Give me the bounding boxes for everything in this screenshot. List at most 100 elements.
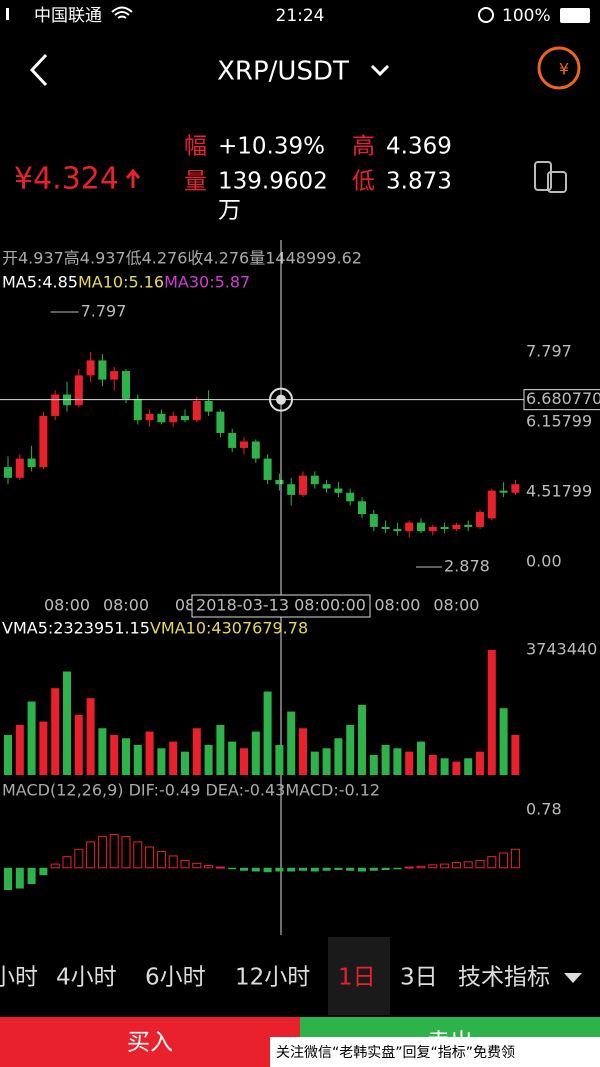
bar <box>204 744 213 775</box>
tab[interactable]: 12小时 <box>235 965 310 991</box>
bar <box>358 867 366 872</box>
bar <box>169 741 178 775</box>
signal-icon <box>6 8 9 20</box>
bar <box>215 866 225 869</box>
tab[interactable]: 小时 <box>0 965 38 991</box>
candle-body <box>74 375 83 406</box>
candle-body <box>181 415 189 421</box>
bar <box>109 833 119 869</box>
watermark-bg <box>270 1037 600 1067</box>
bar <box>287 711 296 775</box>
bar <box>121 836 131 869</box>
crosshair-time-box <box>191 594 371 618</box>
bar <box>15 867 24 889</box>
crosshair-dot <box>269 387 293 412</box>
y-tick-label: 6.15799 <box>526 411 592 430</box>
candle-body <box>39 415 48 468</box>
bar <box>251 867 260 872</box>
bar <box>475 859 485 869</box>
candle-body <box>310 475 319 485</box>
bar <box>381 867 390 870</box>
volume: 139.9602 <box>218 169 328 195</box>
y-tick-label: 7.797 <box>526 342 572 361</box>
back-button[interactable] <box>29 53 48 87</box>
candle-body <box>228 432 237 448</box>
logo-glyph: ¥ <box>559 60 569 79</box>
buy-button[interactable] <box>0 1017 300 1067</box>
tab[interactable]: 3日 <box>400 965 438 991</box>
candle-body <box>133 398 142 421</box>
legend-entry: MA10:5.16 <box>78 273 164 292</box>
candle-body <box>440 526 449 530</box>
x-tick-label: 08:00 <box>433 596 479 615</box>
tab-selected[interactable]: 1日 <box>338 965 376 991</box>
bar <box>299 728 307 775</box>
rotate-icon[interactable] <box>534 161 552 191</box>
tab-selected-bg <box>328 937 390 1015</box>
legend-entry: MA30:5.87 <box>164 273 250 292</box>
bar <box>463 861 473 869</box>
logo[interactable] <box>537 46 581 90</box>
candle-body <box>204 400 213 412</box>
candle-body <box>27 458 36 468</box>
bar <box>180 859 190 869</box>
pair-title[interactable]: XRP/USDT <box>217 57 349 87</box>
bar <box>334 738 343 775</box>
candle-body <box>358 501 366 515</box>
candle-body <box>4 467 12 478</box>
bar <box>228 741 237 775</box>
tab[interactable]: 6小时 <box>145 965 206 991</box>
bar <box>487 856 497 869</box>
bar <box>110 734 119 775</box>
y-tick-label: 4.51799 <box>526 481 592 500</box>
bar <box>39 721 48 775</box>
x-tick-label: 08 <box>175 596 195 615</box>
candle-body <box>499 490 508 493</box>
x-tick-label: 08:00 <box>103 596 149 615</box>
bar <box>133 744 142 775</box>
bar <box>334 867 343 870</box>
macd-title: MACD(12,26,9) DIF:-0.49 DEA:-0.43MACD:-0… <box>2 781 380 800</box>
bar <box>299 867 307 871</box>
candle-body <box>110 371 119 380</box>
tab[interactable]: 技术指标 <box>458 965 550 991</box>
volume-label: 量 <box>184 169 207 195</box>
candle-body <box>145 413 154 421</box>
alarm-icon <box>478 7 494 23</box>
candle-body <box>511 484 520 493</box>
bar <box>240 867 248 871</box>
candle-body <box>122 371 130 399</box>
bar <box>275 744 284 775</box>
volume-unit: 万 <box>218 198 241 224</box>
bar <box>39 867 48 876</box>
bar <box>74 848 84 869</box>
bar <box>192 862 202 869</box>
pair-dropdown[interactable] <box>370 64 390 77</box>
bar <box>452 761 461 775</box>
bar <box>440 758 449 775</box>
bar <box>145 731 154 775</box>
bar <box>263 691 272 775</box>
candle-body <box>393 529 402 532</box>
bar <box>346 867 355 871</box>
bar <box>133 841 143 869</box>
candle-body <box>487 490 496 519</box>
candle-body <box>251 441 260 459</box>
y-tick-label: 0.78 <box>526 800 562 819</box>
bar <box>15 724 24 775</box>
bar <box>499 708 508 775</box>
bar <box>404 866 414 869</box>
bar <box>405 751 414 775</box>
candle-body <box>322 484 331 489</box>
clock: 21:24 <box>276 6 325 26</box>
carrier: 中国联通 <box>34 6 102 26</box>
tab-dropdown <box>564 973 582 983</box>
tab[interactable]: 4小时 <box>56 965 117 991</box>
bar <box>192 728 201 775</box>
wifi-icon <box>111 6 133 19</box>
bar <box>251 731 260 775</box>
candle-body <box>98 360 107 380</box>
candle-body <box>169 415 178 423</box>
legend-entry: VMA5:2323951.15 <box>2 619 150 638</box>
